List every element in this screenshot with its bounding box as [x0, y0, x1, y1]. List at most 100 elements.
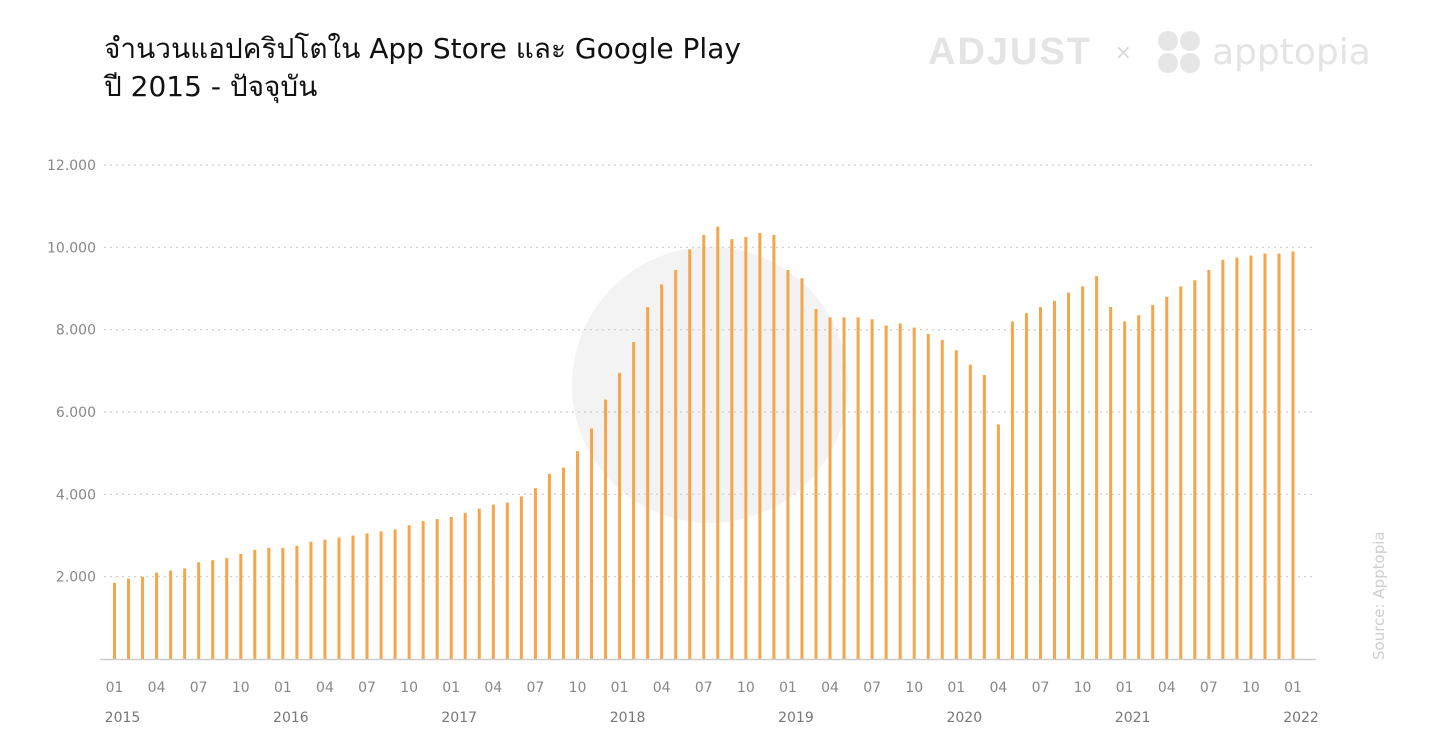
x-tick-label: 01: [779, 680, 797, 696]
bar-2016-05: [337, 537, 341, 659]
y-tick-label: 2.000: [56, 570, 96, 586]
x-tick-label: 07: [863, 680, 881, 696]
bar-2018-01: [618, 372, 622, 659]
chart-title: จำนวนแอปคริปโตใน App Store และ Google Pl…: [104, 30, 741, 106]
year-label: 2017: [441, 710, 477, 726]
bar-2017-03: [477, 508, 481, 659]
bar-2018-10: [744, 237, 748, 659]
x-tick-label: 01: [947, 680, 965, 696]
bar-2019-12: [940, 339, 944, 659]
bar-2017-04: [491, 504, 495, 659]
bar-2018-06: [688, 249, 692, 659]
bar-2018-09: [730, 239, 734, 659]
year-label: 2020: [946, 710, 982, 726]
bar-2019-05: [842, 317, 846, 659]
x-tick-label: 01: [611, 680, 629, 696]
bar-2019-03: [814, 309, 818, 659]
bar-2021-05: [1179, 286, 1183, 659]
year-label: 2019: [778, 710, 814, 726]
bar-2015-05: [169, 570, 173, 659]
background-watermark: [572, 247, 848, 523]
bar-2017-11: [590, 428, 594, 659]
source-note: Source: Apptopia: [1370, 531, 1388, 660]
bar-2019-06: [856, 317, 860, 659]
x-tick-label: 04: [316, 680, 334, 696]
bar-2017-10: [575, 451, 579, 659]
bar-2016-01: [281, 547, 285, 659]
x-axis-month-ticks: 01 04 07 10 01 04 07 10 01 04 07 10 01 04 07 10 01 04 07 10…: [106, 680, 1302, 696]
bar-2021-09: [1235, 257, 1239, 659]
x-tick-label: 04: [653, 680, 671, 696]
bar-2016-11: [421, 521, 425, 659]
y-axis-ticks: 2.000 4.000 6.000 8.000 10.000 12.000: [47, 158, 96, 586]
bar-2016-10: [407, 525, 411, 659]
bar-2018-07: [702, 234, 706, 659]
bar-2018-04: [660, 284, 664, 659]
x-tick-label: 07: [358, 680, 376, 696]
bar-2021-08: [1221, 259, 1225, 659]
x-tick-label: 01: [274, 680, 292, 696]
bar-2017-12: [604, 399, 608, 659]
bar-2016-08: [379, 531, 383, 659]
year-label: 2022: [1283, 710, 1319, 726]
x-tick-label: 07: [1200, 680, 1218, 696]
x-tick-label: 10: [569, 680, 587, 696]
bar-2020-01: [954, 350, 958, 659]
y-tick-label: 10.000: [47, 240, 96, 256]
bar-2015-02: [127, 578, 131, 659]
x-tick-label: 10: [1074, 680, 1092, 696]
bar-2021-12: [1277, 253, 1281, 659]
x-tick-label: 01: [106, 680, 124, 696]
x-tick-label: 01: [1116, 680, 1134, 696]
bar-2017-05: [505, 502, 509, 659]
bar-2018-02: [632, 342, 636, 659]
bar-2020-03: [982, 374, 986, 659]
x-tick-label: 10: [737, 680, 755, 696]
year-label: 2016: [273, 710, 309, 726]
bar-2017-02: [463, 512, 467, 659]
bar-2015-09: [225, 558, 229, 659]
bar-2018-03: [646, 307, 650, 659]
bar-2021-02: [1137, 315, 1141, 659]
x-tick-label: 04: [484, 680, 502, 696]
bar-2015-01: [113, 582, 116, 659]
brand-separator-text: ×: [1115, 40, 1132, 64]
bar-2019-09: [898, 323, 902, 659]
x-tick-label: 04: [148, 680, 166, 696]
bar-2019-11: [926, 333, 930, 659]
adjust-logo: ADJUST: [928, 24, 1092, 80]
x-tick-label: 01: [1284, 680, 1302, 696]
y-tick-label: 6.000: [56, 405, 96, 421]
bar-2018-11: [758, 232, 762, 660]
bar-2016-12: [435, 519, 439, 659]
bar-2015-03: [141, 576, 145, 659]
chart-subtitle-line-2: ปี 2015 - ปัจจุบัน: [104, 70, 318, 103]
bar-2016-09: [393, 529, 397, 659]
bar-2016-06: [351, 535, 355, 659]
bar-2017-06: [519, 496, 523, 659]
bar-2020-05: [1010, 321, 1014, 659]
bar-2016-03: [309, 541, 313, 659]
apptopia-logo: apptopia: [1156, 24, 1371, 80]
bar-2020-08: [1053, 300, 1057, 659]
bar-2015-11: [253, 549, 257, 659]
bar-2021-01: [1123, 321, 1127, 659]
bars: [113, 226, 1295, 660]
x-tick-label: 01: [442, 680, 460, 696]
bar-2015-06: [183, 568, 187, 659]
bar-2019-08: [884, 325, 888, 659]
bar-2015-12: [267, 547, 271, 659]
adjust-logo-text: ADJUST: [928, 30, 1093, 73]
grid-lines: [104, 164, 1316, 578]
x-tick-label: 07: [695, 680, 713, 696]
x-axis-year-labels: 2015 2016 2017 2018 2019 2020 2021 2022: [105, 710, 1319, 726]
x-tick-label: 04: [989, 680, 1007, 696]
bar-2016-02: [295, 545, 299, 659]
x-tick-label: 07: [1032, 680, 1050, 696]
x-tick-label: 10: [232, 680, 250, 696]
x-tick-label: 04: [821, 680, 839, 696]
bar-2022-01: [1291, 251, 1295, 659]
bar-2015-07: [197, 562, 201, 659]
year-label: 2015: [105, 710, 141, 726]
bar-2021-03: [1151, 304, 1155, 659]
